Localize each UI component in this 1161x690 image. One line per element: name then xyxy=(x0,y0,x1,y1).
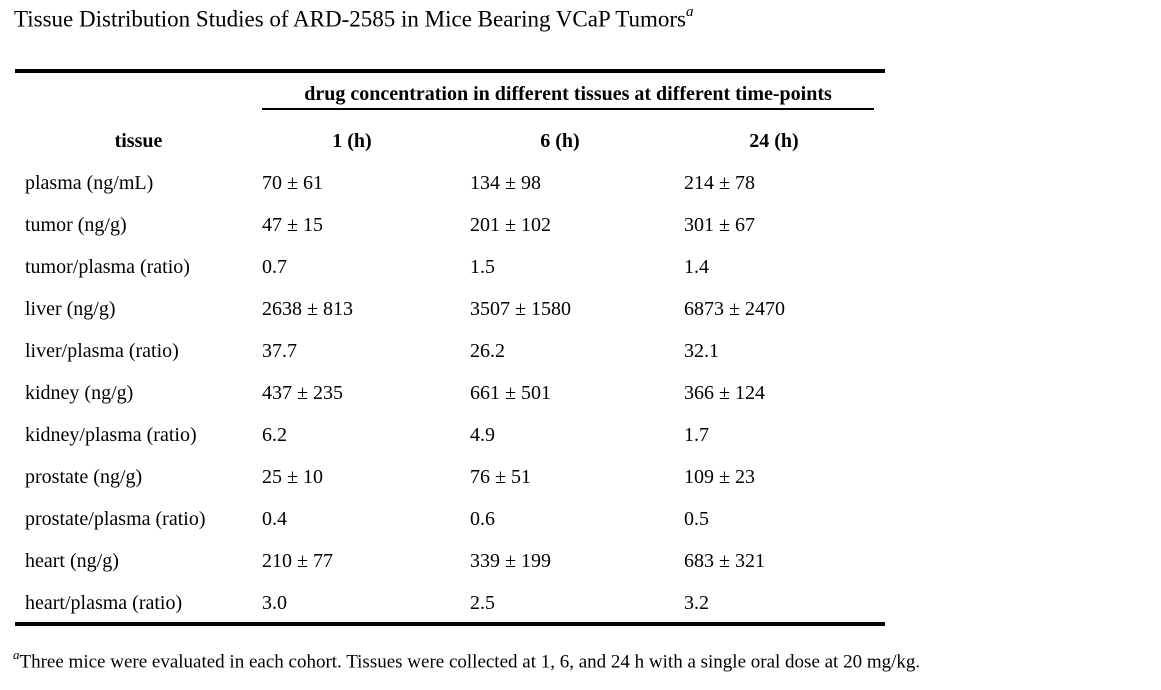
value-cell-1h: 3.0 xyxy=(262,591,287,614)
tissue-cell: kidney/plasma (ratio) xyxy=(25,423,197,446)
value-cell-1h: 6.2 xyxy=(262,423,287,446)
value-cell-1h: 210 ± 77 xyxy=(262,549,333,572)
value-cell-6h: 4.9 xyxy=(470,423,495,446)
value-cell-1h: 437 ± 235 xyxy=(262,381,343,404)
tissue-distribution-table: tissue 1 (h) 6 (h) 24 (h) plasma (ng/mL)… xyxy=(15,120,885,624)
value-cell-1h: 0.7 xyxy=(262,255,287,278)
table-row: kidney/plasma (ratio) 6.2 4.9 1.7 xyxy=(15,414,885,456)
value-cell-6h: 26.2 xyxy=(470,339,505,362)
footnote-marker: a xyxy=(13,647,20,662)
table-title: Tissue Distribution Studies of ARD-2585 … xyxy=(14,4,694,33)
tissue-cell: prostate/plasma (ratio) xyxy=(25,507,206,530)
value-cell-1h: 25 ± 10 xyxy=(262,465,323,488)
footnote: aThree mice were evaluated in each cohor… xyxy=(13,647,921,673)
column-header-24h-label: 24 (h) xyxy=(749,129,799,152)
table-top-rule xyxy=(15,69,885,73)
value-cell-24h: 109 ± 23 xyxy=(684,465,755,488)
table-row: tumor/plasma (ratio) 0.7 1.5 1.4 xyxy=(15,246,885,288)
tissue-cell: kidney (ng/g) xyxy=(25,381,134,404)
tissue-cell: plasma (ng/mL) xyxy=(25,171,154,194)
value-cell-6h: 76 ± 51 xyxy=(470,465,531,488)
value-cell-6h: 1.5 xyxy=(470,255,495,278)
value-cell-24h: 366 ± 124 xyxy=(684,381,765,404)
value-cell-24h: 301 ± 67 xyxy=(684,213,755,236)
value-cell-1h: 0.4 xyxy=(262,507,287,530)
table-row: prostate/plasma (ratio) 0.4 0.6 0.5 xyxy=(15,498,885,540)
value-cell-24h: 32.1 xyxy=(684,339,719,362)
value-cell-6h: 661 ± 501 xyxy=(470,381,551,404)
column-header-1h: 1 (h) xyxy=(262,120,470,162)
value-cell-1h: 47 ± 15 xyxy=(262,213,323,236)
column-header-tissue: tissue xyxy=(114,129,163,152)
value-cell-1h: 70 ± 61 xyxy=(262,171,323,194)
value-cell-24h: 6873 ± 2470 xyxy=(684,297,785,320)
value-cell-24h: 0.5 xyxy=(684,507,709,530)
table-title-text: Tissue Distribution Studies of ARD-2585 … xyxy=(14,6,686,32)
value-cell-24h: 3.2 xyxy=(684,591,709,614)
value-cell-6h: 3507 ± 1580 xyxy=(470,297,571,320)
value-cell-6h: 2.5 xyxy=(470,591,495,614)
value-cell-24h: 214 ± 78 xyxy=(684,171,755,194)
footnote-text: Three mice were evaluated in each cohort… xyxy=(19,651,921,673)
column-header-6h: 6 (h) xyxy=(470,120,684,162)
spanning-column-header: drug concentration in different tissues … xyxy=(262,83,874,110)
value-cell-1h: 37.7 xyxy=(262,339,297,362)
table-row: kidney (ng/g) 437 ± 235 661 ± 501 366 ± … xyxy=(15,372,885,414)
title-footnote-marker: a xyxy=(685,4,694,20)
column-header-row: tissue 1 (h) 6 (h) 24 (h) xyxy=(15,120,885,162)
tissue-cell: liver/plasma (ratio) xyxy=(25,339,179,362)
table-row: liver/plasma (ratio) 37.7 26.2 32.1 xyxy=(15,330,885,372)
tissue-cell: heart/plasma (ratio) xyxy=(25,591,183,614)
tissue-cell: tumor (ng/g) xyxy=(25,213,127,236)
column-header-6h-label: 6 (h) xyxy=(540,129,580,152)
value-cell-6h: 0.6 xyxy=(470,507,495,530)
table-row: prostate (ng/g) 25 ± 10 76 ± 51 109 ± 23 xyxy=(15,456,885,498)
tissue-cell: heart (ng/g) xyxy=(25,549,119,572)
value-cell-6h: 339 ± 199 xyxy=(470,549,551,572)
table-row: heart (ng/g) 210 ± 77 339 ± 199 683 ± 32… xyxy=(15,540,885,582)
value-cell-24h: 1.4 xyxy=(684,255,709,278)
table-row: liver (ng/g) 2638 ± 813 3507 ± 1580 6873… xyxy=(15,288,885,330)
table-row: heart/plasma (ratio) 3.0 2.5 3.2 xyxy=(15,582,885,624)
value-cell-24h: 1.7 xyxy=(684,423,709,446)
value-cell-6h: 134 ± 98 xyxy=(470,171,541,194)
value-cell-24h: 683 ± 321 xyxy=(684,549,765,572)
table-bottom-rule xyxy=(15,622,885,626)
tissue-cell: liver (ng/g) xyxy=(25,297,116,320)
tissue-cell: tumor/plasma (ratio) xyxy=(25,255,190,278)
value-cell-1h: 2638 ± 813 xyxy=(262,297,353,320)
tissue-cell: prostate (ng/g) xyxy=(25,465,143,488)
table-row: tumor (ng/g) 47 ± 15 201 ± 102 301 ± 67 xyxy=(15,204,885,246)
table-row: plasma (ng/mL) 70 ± 61 134 ± 98 214 ± 78 xyxy=(15,162,885,204)
column-header-24h: 24 (h) xyxy=(684,120,885,162)
column-header-1h-label: 1 (h) xyxy=(332,129,372,152)
value-cell-6h: 201 ± 102 xyxy=(470,213,551,236)
